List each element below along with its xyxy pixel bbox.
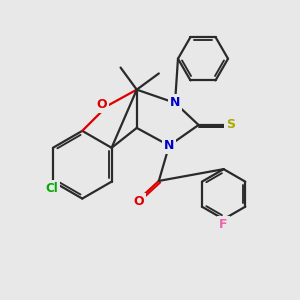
Text: N: N [170, 96, 180, 110]
Text: Cl: Cl [45, 182, 58, 195]
Text: O: O [97, 98, 107, 111]
Text: N: N [164, 139, 174, 152]
Text: F: F [219, 218, 228, 231]
Text: S: S [226, 118, 235, 131]
Text: O: O [133, 195, 143, 208]
